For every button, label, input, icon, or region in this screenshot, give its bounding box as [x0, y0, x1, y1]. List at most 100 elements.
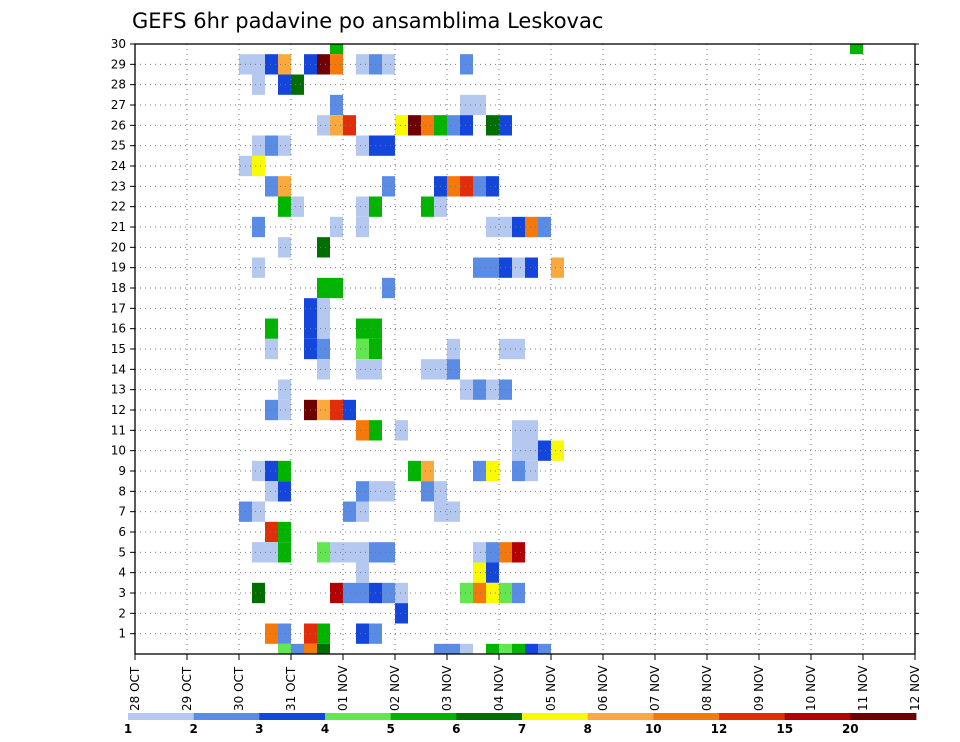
- grid-lines: [135, 44, 915, 654]
- heatmap-cell: [447, 501, 460, 522]
- y-tick-label: 18: [111, 281, 126, 295]
- heatmap-cell: [382, 54, 395, 75]
- x-tick-label: 03 NOV: [440, 665, 454, 711]
- heatmap-cell: [850, 44, 863, 55]
- y-tick-label: 30: [111, 37, 126, 51]
- heatmap-cell: [356, 196, 369, 217]
- colorbar-label: 10: [645, 722, 662, 736]
- heatmap-cell: [343, 501, 356, 522]
- heatmap-cell: [486, 460, 499, 482]
- heatmap-cell: [356, 481, 369, 502]
- x-tick-label: 29 OCT: [180, 666, 194, 711]
- heatmap-cell: [460, 643, 473, 654]
- x-tick-label: 06 NOV: [596, 665, 610, 711]
- colorbar-label: 4: [321, 722, 329, 736]
- heatmap-cell: [473, 176, 486, 197]
- y-tick-label: 27: [111, 98, 126, 112]
- heatmap-cell: [525, 460, 538, 482]
- y-tick-label: 9: [118, 464, 126, 478]
- x-axis-tick-labels: 28 OCT 29 OCT 30 OCT 31 OCT 01 NOV 02 NOV 03 N…: [128, 665, 922, 711]
- heatmap-cell: [356, 216, 369, 238]
- heatmap-cell: [330, 115, 343, 136]
- heatmap-cell: [330, 542, 343, 563]
- heatmap-cell: [291, 74, 304, 95]
- y-tick-label: 4: [118, 566, 126, 580]
- y-tick-label: 16: [111, 322, 126, 336]
- heatmap-cell: [291, 643, 304, 654]
- heatmap-cell: [278, 399, 291, 421]
- colorbar-legend: 1 2 3 4 5 6 7 8 10 12 15 20: [124, 713, 917, 736]
- heatmap-cell: [356, 542, 369, 563]
- heatmap-cell: [278, 74, 291, 95]
- heatmap-cell: [356, 318, 369, 339]
- heatmap-cell: [447, 176, 460, 197]
- heatmap-cell: [252, 216, 265, 238]
- colorbar-swatch: [522, 713, 589, 720]
- y-tick-label: 19: [111, 261, 126, 275]
- heatmap-cell: [356, 562, 369, 583]
- colorbar-swatch: [259, 713, 326, 720]
- x-tick-label: 01 NOV: [336, 665, 350, 711]
- colorbar-swatch: [325, 713, 392, 720]
- heatmap-cell: [317, 643, 330, 654]
- x-tick-label: 04 NOV: [492, 665, 506, 711]
- heatmap-cell: [330, 399, 343, 421]
- heatmap-cell: [330, 54, 343, 75]
- heatmap-cell: [252, 460, 265, 482]
- x-tick-label: 11 NOV: [856, 665, 870, 711]
- colorbar-label: 20: [842, 722, 859, 736]
- heatmap-cell: [486, 216, 499, 238]
- heatmap-cell: [278, 237, 291, 258]
- heatmap-cell: [408, 460, 421, 482]
- heatmap-cell: [278, 196, 291, 217]
- heatmap-cell: [317, 318, 330, 339]
- heatmap-cell: [317, 115, 330, 136]
- heatmap-cell: [278, 643, 291, 654]
- heatmap-cell: [304, 643, 317, 654]
- heatmap-cell: [317, 399, 330, 421]
- heatmap-cell: [343, 542, 356, 563]
- heatmap-cell: [525, 420, 538, 441]
- heatmap-cell: [512, 460, 525, 482]
- heatmap-cell: [395, 603, 408, 624]
- heatmap-cell: [447, 338, 460, 360]
- y-tick-label: 21: [111, 220, 126, 234]
- heatmap-cell: [538, 440, 551, 461]
- heatmap-cell: [486, 379, 499, 400]
- heatmap-cell: [356, 54, 369, 75]
- y-tick-label: 1: [118, 627, 126, 641]
- colorbar-label: 5: [387, 722, 395, 736]
- heatmap-cell: [382, 542, 395, 563]
- heatmap-cell: [265, 623, 278, 644]
- y-tick-label: 14: [111, 362, 126, 376]
- y-tick-label: 28: [111, 78, 126, 92]
- heatmap-cell: [317, 237, 330, 258]
- heatmap-cell: [265, 521, 278, 543]
- y-tick-label: 7: [118, 505, 126, 519]
- heatmap-cell: [317, 623, 330, 644]
- heatmap-cell: [356, 135, 369, 156]
- heatmap-cell: [473, 542, 486, 563]
- x-tick-label: 09 NOV: [752, 665, 766, 711]
- heatmap-cell: [434, 643, 447, 654]
- y-tick-label: 23: [111, 179, 126, 193]
- y-tick-label: 8: [118, 484, 126, 498]
- heatmap-cell: [330, 94, 343, 116]
- heatmap-cell: [330, 216, 343, 238]
- heatmap-cell: [356, 338, 369, 360]
- heatmap-cell: [317, 359, 330, 380]
- heatmap-cell: [317, 542, 330, 563]
- heatmap-cell: [512, 216, 525, 238]
- heatmap-cell: [330, 582, 343, 604]
- y-tick-label: 22: [111, 200, 126, 214]
- heatmap-cell: [356, 359, 369, 380]
- heatmap-cell: [278, 542, 291, 563]
- heatmap-cell: [473, 582, 486, 604]
- heatmap-cell: [512, 542, 525, 563]
- heatmap-cell: [278, 54, 291, 75]
- heatmap-cell: [525, 440, 538, 461]
- heatmap-cell: [382, 277, 395, 299]
- heatmap-cell: [343, 582, 356, 604]
- y-tick-label: 13: [111, 383, 126, 397]
